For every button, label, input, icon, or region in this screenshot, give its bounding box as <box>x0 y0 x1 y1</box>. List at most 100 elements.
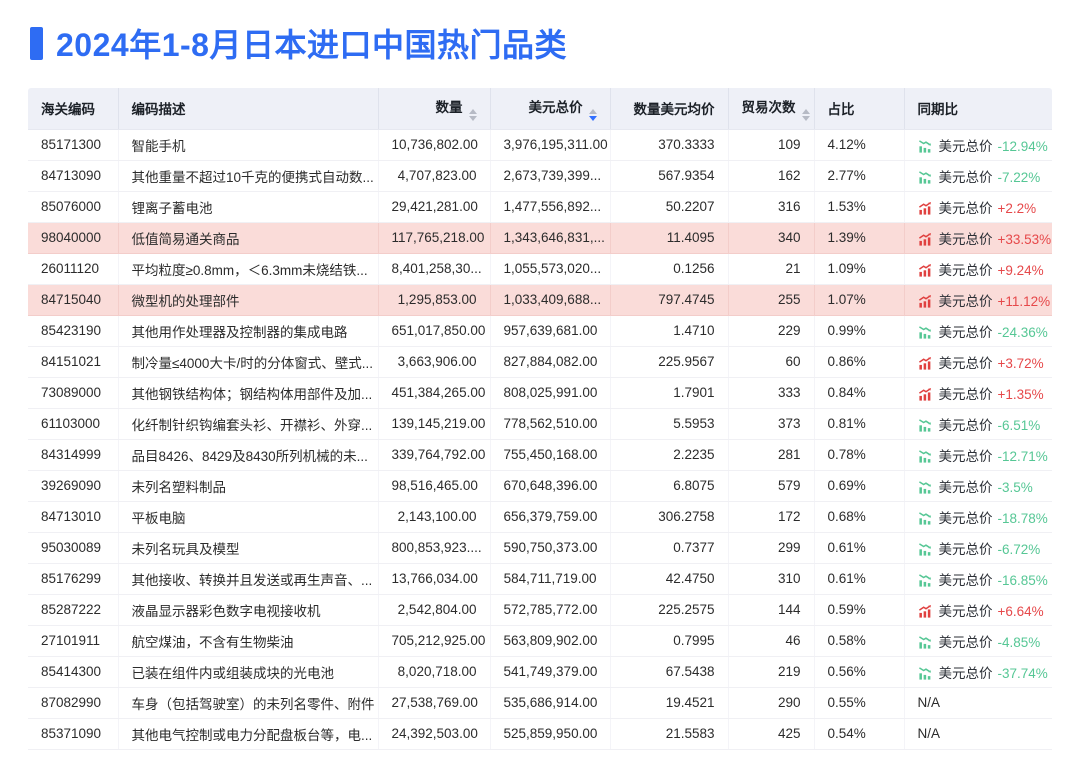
row-avg: 6.8075 <box>610 470 729 502</box>
trend-down-chart-icon <box>918 511 931 525</box>
row-usd: 590,750,373.00 <box>490 532 611 564</box>
trend-down-chart-icon <box>918 666 931 680</box>
row-yoy: 美元总价 +11.12% <box>904 284 1052 316</box>
sort-icon[interactable] <box>588 108 597 121</box>
row-code: 85076000 <box>28 191 119 223</box>
row-share: 0.86% <box>814 346 905 378</box>
row-avg: 19.4521 <box>610 687 729 719</box>
table-row[interactable]: 84151021 制冷量≤4000大卡/时的分体窗式、壁式... 3,663,906… <box>28 346 1052 378</box>
row-usd: 827,884,082.00 <box>490 346 611 378</box>
row-usd: 808,025,991.00 <box>490 377 611 409</box>
sort-icon[interactable] <box>801 108 810 121</box>
table-row[interactable]: 85076000 锂离子蓄电池 29,421,281.00 1,477,556,892… <box>28 191 1052 223</box>
row-desc: 制冷量≤4000大卡/时的分体窗式、壁式... <box>118 346 379 378</box>
row-trades: 162 <box>728 160 815 192</box>
table-row[interactable]: 85371090 其他电气控制或电力分配盘板台等，电... 24,392,503.0… <box>28 718 1052 750</box>
row-desc: 未列名玩具及模型 <box>118 532 379 564</box>
yoy-metric-label: 美元总价 <box>938 634 993 650</box>
row-code: 85371090 <box>28 718 119 750</box>
row-avg: 42.4750 <box>610 563 729 595</box>
row-qty: 4,707,823.00 <box>378 160 491 192</box>
table-row[interactable]: 95030089 未列名玩具及模型 800,853,923.... 590,750,3… <box>28 532 1052 564</box>
row-usd: 1,343,646,831,... <box>490 222 611 254</box>
col-label-usd: 美元总价 <box>528 99 583 115</box>
table-row[interactable]: 85171300 智能手机 10,736,802.00 3,976,195,311.0… <box>28 129 1052 161</box>
trend-up-chart-icon <box>918 232 931 246</box>
row-trades: 290 <box>728 687 815 719</box>
row-usd: 755,450,168.00 <box>490 439 611 471</box>
yoy-metric-label: 美元总价 <box>938 293 993 309</box>
col-label-avg: 数量美元均价 <box>633 102 715 118</box>
table-row[interactable]: 84314999 品目8426、8429及8430所列机械的未... 339,764… <box>28 439 1052 471</box>
yoy-change-value: -12.71% <box>997 448 1048 464</box>
row-trades: 229 <box>728 315 815 347</box>
row-code: 84713010 <box>28 501 119 533</box>
row-trades: 281 <box>728 439 815 471</box>
row-qty: 139,145,219.00 <box>378 408 491 440</box>
row-usd: 541,749,379.00 <box>490 656 611 688</box>
row-trades: 316 <box>728 191 815 223</box>
trend-up-chart-icon <box>918 294 931 308</box>
col-header-qty[interactable]: 数量 <box>378 88 491 130</box>
col-header-usd[interactable]: 美元总价 <box>490 88 611 130</box>
yoy-change-value: +6.64% <box>997 603 1044 619</box>
table-row[interactable]: 84713090 其他重量不超过10千克的便携式自动数... 4,707,823.0… <box>28 160 1052 192</box>
table-row[interactable]: 85414300 已装在组件内或组装成块的光电池 8,020,718.00 541,7… <box>28 656 1052 688</box>
row-yoy: 美元总价 +1.35% <box>904 377 1052 409</box>
row-trades: 373 <box>728 408 815 440</box>
table-row[interactable]: 85287222 液晶显示器彩色数字电视接收机 2,542,804.00 572,78… <box>28 594 1052 626</box>
table-row[interactable]: 84715040 微型机的处理部件 1,295,853.00 1,033,409,68… <box>28 284 1052 316</box>
table-row[interactable]: 85176299 其他接收、转换并且发送或再生声音、... 13,766,034.0… <box>28 563 1052 595</box>
row-qty: 705,212,925.00 <box>378 625 491 657</box>
sort-icon[interactable] <box>468 108 477 121</box>
row-trades: 21 <box>728 253 815 285</box>
row-share: 0.58% <box>814 625 905 657</box>
row-qty: 29,421,281.00 <box>378 191 491 223</box>
yoy-change-value: -3.5% <box>997 479 1033 495</box>
table-row[interactable]: 84713010 平板电脑 2,143,100.00 656,379,759.00 30… <box>28 501 1052 533</box>
row-yoy: 美元总价 -18.78% <box>904 501 1052 533</box>
row-usd: 563,809,902.00 <box>490 625 611 657</box>
table-row[interactable]: 26011120 平均粒度≥0.8mm，＜6.3mm未烧结铁... 8,401,25… <box>28 253 1052 285</box>
row-yoy: 美元总价 -6.51% <box>904 408 1052 440</box>
table-row[interactable]: 73089000 其他钢铁结构体；钢结构体用部件及加... 451,384,265.… <box>28 377 1052 409</box>
row-share: 0.61% <box>814 532 905 564</box>
col-label-share: 占比 <box>827 102 855 118</box>
row-trades: 46 <box>728 625 815 657</box>
row-trades: 310 <box>728 563 815 595</box>
row-yoy: N/A <box>904 718 1052 750</box>
row-desc: 其他接收、转换并且发送或再生声音、... <box>118 563 379 595</box>
table-row[interactable]: 87082990 车身（包括驾驶室）的未列名零件、附件 27,538,769.00 5… <box>28 687 1052 719</box>
row-avg: 2.2235 <box>610 439 729 471</box>
trend-up-chart-icon <box>918 387 931 401</box>
col-header-trades[interactable]: 贸易次数 <box>728 88 815 130</box>
table-row[interactable]: 39269090 未列名塑料制品 98,516,465.00 670,648,396.… <box>28 470 1052 502</box>
row-code: 85423190 <box>28 315 119 347</box>
trend-down-chart-icon <box>918 573 931 587</box>
row-desc: 低值简易通关商品 <box>118 222 379 254</box>
row-code: 85414300 <box>28 656 119 688</box>
row-avg: 225.2575 <box>610 594 729 626</box>
table-row[interactable]: 61103000 化纤制针织钩编套头衫、开襟衫、外穿... 139,145,219.… <box>28 408 1052 440</box>
row-share: 0.78% <box>814 439 905 471</box>
col-label-trades: 贸易次数 <box>741 99 796 115</box>
row-desc: 液晶显示器彩色数字电视接收机 <box>118 594 379 626</box>
page-header: 2024年1-8月日本进口中国热门品类 <box>30 20 1052 66</box>
trend-up-chart-icon <box>918 356 931 370</box>
row-share: 0.61% <box>814 563 905 595</box>
row-desc: 车身（包括驾驶室）的未列名零件、附件 <box>118 687 379 719</box>
row-avg: 50.2207 <box>610 191 729 223</box>
trend-down-chart-icon <box>918 635 931 649</box>
table-row[interactable]: 98040000 低值简易通关商品 117,765,218.00 1,343,646,… <box>28 222 1052 254</box>
row-qty: 27,538,769.00 <box>378 687 491 719</box>
table-row[interactable]: 27101911 航空煤油，不含有生物柴油 705,212,925.00 563,80… <box>28 625 1052 657</box>
trend-down-chart-icon <box>918 170 931 184</box>
row-code: 87082990 <box>28 687 119 719</box>
yoy-change-value: +9.24% <box>997 262 1044 278</box>
yoy-metric-label: 美元总价 <box>938 417 993 433</box>
trend-down-chart-icon <box>918 449 931 463</box>
table-row[interactable]: 85423190 其他用作处理器及控制器的集成电路 651,017,850.00 95… <box>28 315 1052 347</box>
row-desc: 平板电脑 <box>118 501 379 533</box>
row-desc: 品目8426、8429及8430所列机械的未... <box>118 439 379 471</box>
row-yoy: 美元总价 -12.94% <box>904 129 1052 161</box>
